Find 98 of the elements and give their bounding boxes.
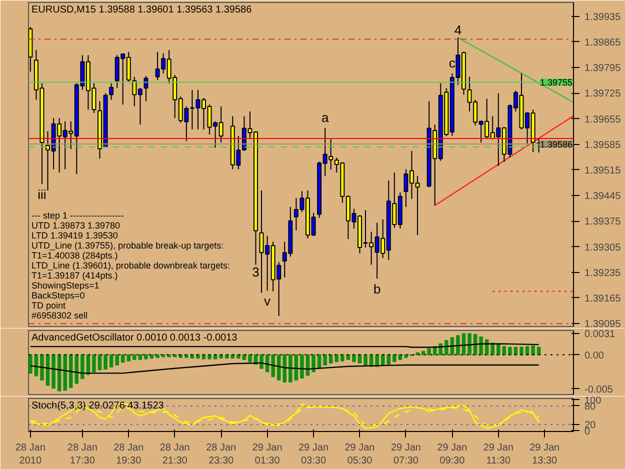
chart-title: AdvancedGetOscillator 0.0010 0.0013 -0.0013 [32, 332, 238, 344]
x-tick-label: 28 Jan 17:30 [67, 442, 98, 467]
x-tick-label: 29 Jan 05:30 [344, 442, 375, 467]
x-tick-label: 29 Jan 13:30 [530, 442, 560, 467]
bar [531, 345, 535, 356]
bar [456, 335, 460, 356]
candlestick [144, 76, 148, 102]
bar [352, 354, 356, 362]
y-tick-label: 1.39865 [584, 37, 622, 48]
bar [260, 354, 264, 369]
bar [525, 346, 530, 356]
bar [427, 348, 431, 356]
y-tick-label: 1.39795 [584, 63, 622, 74]
y-tick-label: -0.005 [584, 384, 614, 396]
bar [323, 354, 327, 366]
annotation: 3 [252, 264, 260, 280]
annotation: T1=1.39187 (414pts.) [32, 270, 118, 280]
bar [479, 336, 483, 356]
bar [92, 354, 96, 372]
y-tick-label: 1.39445 [584, 191, 622, 202]
annotation: a [321, 110, 330, 125]
bar [156, 354, 160, 358]
x-tick-label: 28 Jan 19:30 [114, 442, 144, 467]
y-tick-label: 1.39305 [584, 242, 622, 254]
bar [144, 354, 148, 360]
bar [340, 354, 344, 362]
bar [502, 346, 506, 356]
ref-line-label: 1.39755 [540, 78, 573, 88]
bar [52, 354, 56, 389]
annotation: LTD_Line (1.39601), probable downbreak targets: [32, 260, 230, 270]
bar [421, 350, 426, 356]
bar [496, 344, 500, 356]
x-tick-label: 28 Jan 21:30 [160, 442, 190, 467]
x-tick-label: 29 Jan 09:30 [437, 442, 468, 467]
bar [520, 346, 524, 356]
bar [450, 337, 454, 356]
line-series [30, 362, 540, 374]
x-tick-label: 29 Jan 07:30 [390, 442, 421, 467]
y-tick-label: 1.39165 [584, 293, 622, 304]
bar [104, 354, 108, 370]
y-tick-label: 1.39655 [584, 114, 622, 126]
y-tick-label: 1.39375 [584, 216, 622, 228]
annotation: c [448, 55, 456, 70]
bar [300, 354, 304, 378]
y-tick-label: 1.39235 [584, 268, 622, 279]
y-tick-label: 1.39935 [584, 12, 622, 23]
y-tick-label: 0.0031 [584, 329, 616, 340]
bar [120, 354, 125, 363]
bar [68, 354, 73, 388]
bar [364, 354, 368, 366]
bar [392, 354, 396, 362]
y-tick-label: 1.39725 [584, 88, 622, 100]
bar [63, 354, 67, 391]
annotation: UTD_Line (1.39755), probable break-up targets: [32, 240, 224, 250]
annotation: T1=1.40038 (284pts.) [32, 250, 118, 260]
bar [508, 346, 512, 356]
bar [271, 354, 275, 378]
bar [312, 354, 316, 372]
candlestick [109, 82, 114, 100]
bar [98, 354, 102, 370]
ref-line-label: 1.39586 [540, 140, 573, 150]
bar [126, 354, 131, 362]
annotation: TD point [32, 300, 66, 310]
bar [248, 354, 252, 362]
bar [288, 354, 292, 383]
annotation: LTD 1.39419 1.39530 [32, 230, 118, 240]
bar [468, 333, 472, 356]
x-tick-label: 28 Jan 23:30 [206, 442, 236, 467]
annotation: #6958302 sell [32, 310, 88, 320]
bar [109, 354, 114, 368]
bar [40, 354, 44, 380]
bar [132, 354, 136, 360]
bar [386, 354, 391, 365]
y-tick-label: 0.00 [584, 350, 604, 362]
bar [282, 354, 287, 383]
bar [80, 354, 84, 380]
bar [138, 354, 142, 360]
x-tick-label: 29 Jan 11:30 [483, 442, 514, 467]
bar [28, 354, 32, 374]
y-tick-label: 1.39515 [584, 165, 622, 176]
annotation: --- step 1 ------------------ [32, 210, 124, 220]
y-tick-label: 1.39585 [584, 140, 622, 151]
annotation: iii [38, 186, 46, 202]
annotation: 4 [454, 22, 462, 38]
annotation: b [373, 282, 381, 297]
bar [416, 352, 420, 356]
chart-title: EURUSD,M15 1.39588 1.39601 1.39563 1.39586 [32, 4, 252, 16]
bar [115, 354, 119, 366]
bar [334, 354, 339, 362]
annotation: ShowingSteps=1 [32, 280, 100, 290]
bar [444, 340, 448, 356]
annotation: v [264, 294, 272, 309]
y-tick-label: 1.39095 [584, 319, 622, 330]
x-tick-label: 28 Jan 2010 [15, 442, 46, 467]
x-tick-label: 29 Jan 01:30 [252, 442, 282, 467]
annotation: BackSteps=0 [32, 290, 85, 300]
annotation: UTD 1.39873 1.39780 [32, 220, 120, 230]
x-tick-label: 29 Jan 03:30 [298, 442, 329, 467]
